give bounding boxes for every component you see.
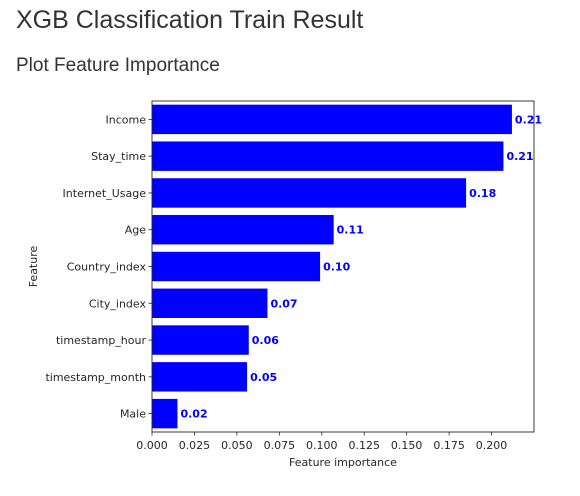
x-tick-label: 0.000: [136, 439, 168, 452]
data-label: 0.10: [323, 261, 350, 274]
x-tick-label: 0.100: [306, 439, 338, 452]
x-tick-label: 0.125: [348, 439, 380, 452]
x-tick-label: 0.150: [391, 439, 423, 452]
bar-Country_index: [152, 251, 321, 282]
x-tick-label: 0.175: [433, 439, 465, 452]
y-tick-label: Internet_Usage: [63, 187, 147, 200]
data-label: 0.18: [469, 187, 496, 200]
y-tick-label: Male: [120, 408, 146, 421]
y-tick-label: Stay_time: [91, 150, 146, 163]
bar-Stay_time: [152, 141, 504, 171]
y-tick-label: timestamp_month: [45, 371, 146, 384]
y-axis-label: Feature: [27, 245, 40, 287]
y-tick-label: timestamp_hour: [56, 334, 147, 347]
y-tick-label: City_index: [89, 297, 147, 310]
y-tick-labels: Income Stay_time Internet_Usage Age Country_…: [45, 113, 152, 421]
x-tick-label: 0.200: [476, 439, 508, 452]
x-tick-label: 0.050: [221, 439, 253, 452]
data-label: 0.11: [337, 224, 364, 237]
data-label: 0.21: [506, 150, 533, 163]
bar-timestamp_month: [152, 362, 248, 392]
bar-City_index: [152, 288, 268, 318]
plot-frame: [151, 100, 535, 433]
data-label: 0.05: [250, 371, 277, 384]
data-label: 0.02: [180, 408, 207, 421]
x-axis-label: Feature importance: [289, 456, 397, 469]
bar-Age: [152, 215, 334, 245]
y-tick-label: Age: [125, 224, 147, 237]
bar-Income: [152, 104, 512, 135]
section-title: Plot Feature Importance: [16, 55, 220, 76]
data-label: 0.21: [515, 113, 542, 126]
x-tick-label: 0.075: [264, 439, 296, 452]
bar-timestamp_hour: [152, 325, 249, 355]
x-tick-label: 0.025: [179, 439, 211, 452]
bar-Internet_Usage: [152, 178, 467, 208]
bar-Male: [152, 398, 178, 429]
y-tick-label: Income: [106, 113, 147, 126]
bar-group: [152, 104, 512, 429]
data-labels: 0.21 0.21 0.18 0.11 0.10 0.07 0.06 0.05 0.02: [180, 113, 542, 420]
y-tick-label: Country_index: [67, 261, 147, 274]
x-ticks: 0.000 0.025 0.050 0.075 0.100 0.125 0.150 0.175…: [136, 432, 507, 452]
data-label: 0.07: [270, 297, 297, 310]
data-label: 0.06: [252, 334, 279, 347]
page-title: XGB Classification Train Result: [16, 6, 364, 34]
